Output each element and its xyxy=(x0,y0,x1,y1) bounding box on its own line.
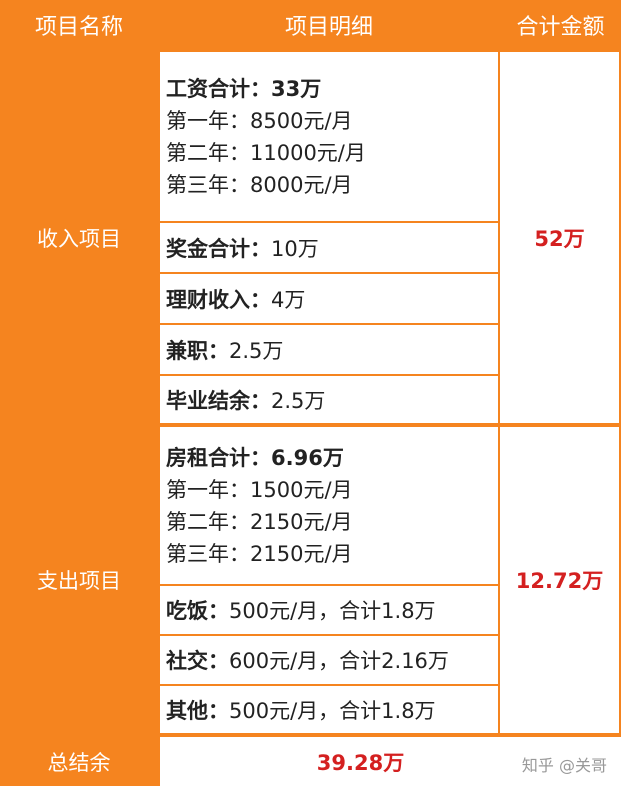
item-value: 2.5万 xyxy=(271,388,326,413)
item-subline: 第二年：11000元/月 xyxy=(166,140,366,165)
footer-name: 总结余 xyxy=(47,750,111,775)
section-name: 收入项目 xyxy=(37,226,121,251)
item-label: 理财收入： xyxy=(166,287,271,312)
item-line: 吃饭：500元/月，合计1.8万 xyxy=(166,595,436,625)
item-line: 毕业结余：2.5万 xyxy=(166,385,325,415)
item-subline: 第一年：8500元/月 xyxy=(166,108,353,133)
item-value: 2.5万 xyxy=(229,338,284,363)
detail-cell: 兼职：2.5万 xyxy=(160,325,498,374)
item-label: 房租合计： xyxy=(166,445,271,470)
section-name: 支出项目 xyxy=(37,569,121,593)
header-cell: 合计金额 xyxy=(516,15,605,40)
item-value: 6.96万 xyxy=(271,445,344,470)
item-subline: 第三年：2150元/月 xyxy=(166,541,353,566)
item-line: 房租合计：6.96万 xyxy=(166,442,344,474)
item-line: 其他：500元/月，合计1.8万 xyxy=(166,695,436,725)
detail-cell: 奖金合计：10万 xyxy=(160,223,498,272)
item-line: 工资合计：33万 xyxy=(166,73,321,105)
header-cell: 项目明细 xyxy=(284,15,373,40)
item-value: 10万 xyxy=(271,236,319,261)
item-line: 奖金合计：10万 xyxy=(166,233,319,263)
item-value: 4万 xyxy=(271,287,306,312)
item-subline: 第一年：1500元/月 xyxy=(166,477,353,502)
item-value: 500元/月，合计1.8万 xyxy=(229,599,436,623)
header-cell: 项目名称 xyxy=(34,15,123,40)
item-label: 其他： xyxy=(166,698,229,723)
section-total: 12.72万 xyxy=(500,427,619,733)
item-line: 兼职：2.5万 xyxy=(166,335,283,365)
detail-cell: 毕业结余：2.5万 xyxy=(160,376,498,423)
item-value: 600元/月，合计2.16万 xyxy=(229,649,449,673)
item-label: 吃饭： xyxy=(166,599,229,623)
item-line: 社交：600元/月，合计2.16万 xyxy=(166,645,449,675)
detail-cell: 吃饭：500元/月，合计1.8万 xyxy=(160,586,498,634)
item-label: 毕业结余： xyxy=(166,388,271,413)
item-label: 工资合计： xyxy=(166,76,271,101)
detail-cell: 其他：500元/月，合计1.8万 xyxy=(160,686,498,733)
item-subline: 第三年：8000元/月 xyxy=(166,172,353,197)
detail-cell: 房租合计：6.96万第一年：1500元/月 第二年：2150元/月 第三年：2150… xyxy=(160,427,498,584)
item-subline: 第二年：2150元/月 xyxy=(166,509,353,534)
footer-total: 39.28万 xyxy=(160,737,621,786)
item-line: 理财收入：4万 xyxy=(166,284,305,314)
item-label: 社交： xyxy=(166,649,229,673)
detail-cell: 工资合计：33万第一年：8500元/月 第二年：11000元/月 第三年：8000元… xyxy=(160,52,498,221)
detail-cell: 理财收入：4万 xyxy=(160,274,498,323)
footer-total-value: 39.28万 xyxy=(316,750,405,775)
item-value: 500元/月，合计1.8万 xyxy=(229,698,436,723)
watermark: 知乎 @关哥 xyxy=(521,756,607,775)
item-label: 奖金合计： xyxy=(166,236,271,261)
section-total: 52万 xyxy=(500,52,619,423)
item-label: 兼职： xyxy=(166,338,229,363)
item-value: 33万 xyxy=(271,76,322,101)
detail-cell: 社交：600元/月，合计2.16万 xyxy=(160,636,498,684)
